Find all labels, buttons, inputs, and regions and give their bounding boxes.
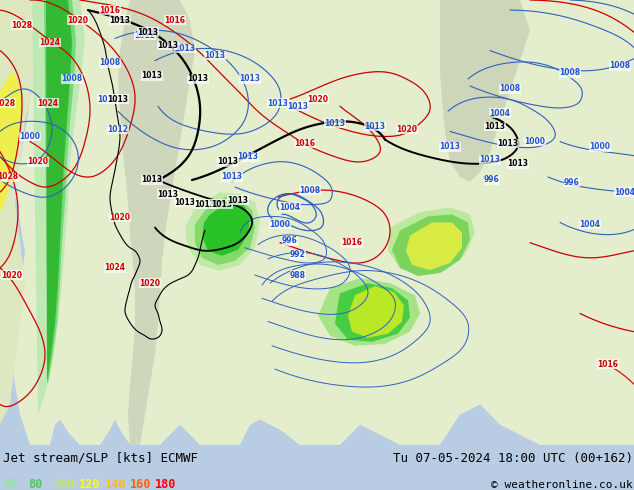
Text: 1013: 1013	[484, 122, 505, 131]
Polygon shape	[335, 283, 410, 342]
Text: 1008: 1008	[299, 186, 321, 195]
Text: 1016: 1016	[100, 5, 120, 15]
Text: 1013: 1013	[188, 74, 209, 83]
Text: 1012: 1012	[108, 125, 129, 134]
Text: 1004: 1004	[280, 203, 301, 212]
Text: 140: 140	[105, 478, 126, 490]
Polygon shape	[348, 286, 404, 338]
Text: 80: 80	[29, 478, 42, 490]
Text: 988: 988	[290, 270, 306, 279]
Polygon shape	[44, 0, 76, 384]
Text: 1004: 1004	[579, 220, 600, 229]
Text: 1013: 1013	[287, 101, 309, 111]
Text: 1013: 1013	[212, 200, 233, 209]
Text: 1028: 1028	[0, 98, 16, 108]
Text: 1020: 1020	[396, 125, 418, 134]
Text: 1013: 1013	[365, 122, 385, 131]
Text: 1016: 1016	[164, 16, 186, 24]
Text: 1008: 1008	[609, 61, 631, 70]
Text: 1028: 1028	[0, 172, 18, 181]
Text: 1008: 1008	[61, 74, 82, 83]
Text: 1000: 1000	[590, 142, 611, 151]
Text: 1013: 1013	[240, 74, 261, 83]
Text: 992: 992	[290, 250, 306, 259]
Polygon shape	[0, 0, 55, 425]
Text: 120: 120	[79, 478, 101, 490]
Text: 60: 60	[3, 478, 17, 490]
Text: 1016: 1016	[342, 238, 363, 247]
Text: 1000: 1000	[20, 132, 41, 141]
Text: 996: 996	[484, 175, 500, 185]
Text: 1013: 1013	[439, 142, 460, 151]
Text: 1013: 1013	[268, 98, 288, 108]
Text: 1008: 1008	[559, 68, 581, 77]
Text: © weatheronline.co.uk: © weatheronline.co.uk	[491, 480, 633, 490]
Polygon shape	[318, 278, 420, 346]
Text: 1013: 1013	[157, 190, 179, 198]
Polygon shape	[10, 0, 634, 445]
Text: Jet stream/SLP [kts] ECMWF: Jet stream/SLP [kts] ECMWF	[3, 452, 198, 465]
Text: 1028: 1028	[11, 21, 32, 30]
Text: 1020: 1020	[27, 157, 48, 166]
Text: 1020: 1020	[139, 279, 160, 288]
Text: 1013: 1013	[141, 175, 162, 185]
Polygon shape	[388, 207, 475, 275]
Polygon shape	[0, 71, 22, 212]
Text: 1013: 1013	[110, 16, 131, 24]
Text: 1024: 1024	[37, 98, 58, 108]
Text: 1013: 1013	[217, 157, 238, 166]
Text: 1013: 1013	[325, 119, 346, 128]
Text: 100: 100	[54, 478, 75, 490]
Text: 1013: 1013	[174, 198, 195, 207]
Text: 1013: 1013	[238, 152, 259, 161]
Text: 1013: 1013	[479, 155, 500, 164]
Text: 1012: 1012	[134, 31, 155, 40]
Text: 1013: 1013	[157, 41, 179, 50]
Text: 1004: 1004	[489, 109, 510, 118]
Text: Tu 07-05-2024 18:00 UTC (00+162): Tu 07-05-2024 18:00 UTC (00+162)	[392, 452, 633, 465]
Polygon shape	[185, 192, 260, 271]
Text: 1013: 1013	[108, 95, 129, 103]
Polygon shape	[406, 222, 462, 270]
Polygon shape	[195, 197, 255, 265]
Polygon shape	[202, 202, 250, 256]
Text: 1013: 1013	[221, 172, 242, 181]
Text: 1000: 1000	[269, 220, 290, 229]
Text: 1013: 1013	[195, 200, 216, 209]
Text: 1016: 1016	[295, 139, 316, 148]
Polygon shape	[392, 214, 470, 276]
Polygon shape	[46, 0, 72, 384]
Polygon shape	[440, 0, 530, 182]
Text: 1013: 1013	[174, 44, 195, 53]
Text: 1020: 1020	[307, 95, 328, 103]
Text: 1020: 1020	[1, 270, 22, 279]
Text: 1024: 1024	[105, 264, 126, 272]
Text: 1013: 1013	[498, 139, 519, 148]
Text: 1004: 1004	[614, 188, 634, 196]
Text: 1024: 1024	[39, 38, 60, 47]
Text: 1020: 1020	[110, 213, 131, 222]
Text: 160: 160	[130, 478, 152, 490]
Text: 1013: 1013	[228, 196, 249, 205]
Text: 180: 180	[155, 478, 177, 490]
Text: 1012: 1012	[98, 95, 119, 103]
Text: 996: 996	[564, 177, 580, 187]
Text: 1000: 1000	[524, 137, 545, 146]
Polygon shape	[32, 0, 85, 415]
Text: 1013: 1013	[205, 51, 226, 60]
Text: 996: 996	[282, 236, 298, 245]
Text: 1020: 1020	[67, 16, 89, 24]
Text: 1008: 1008	[100, 58, 120, 67]
Text: 1013: 1013	[141, 72, 162, 80]
Text: 1013: 1013	[507, 159, 529, 168]
Polygon shape	[118, 0, 195, 445]
Text: 1008: 1008	[500, 84, 521, 94]
Text: 1013: 1013	[138, 28, 158, 37]
Text: 1016: 1016	[597, 360, 619, 368]
